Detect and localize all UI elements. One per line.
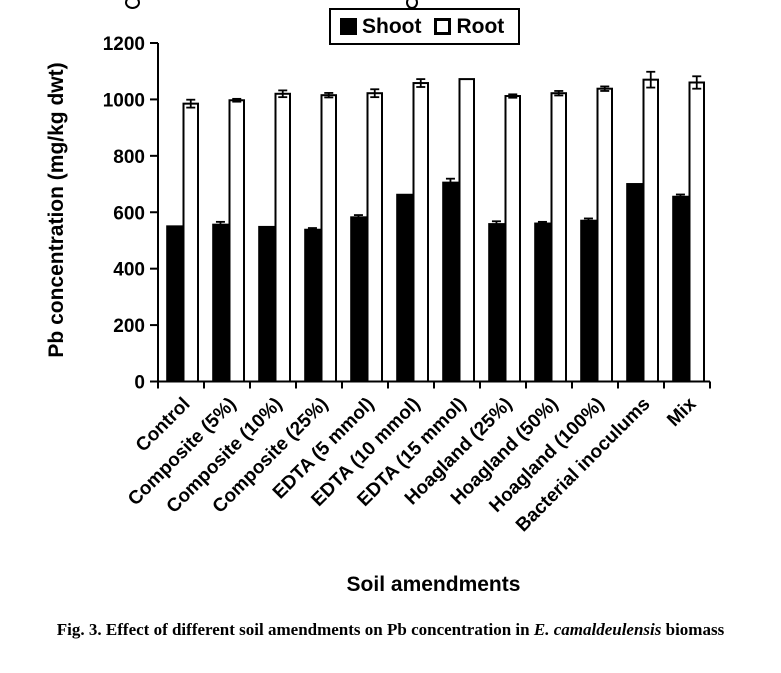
bar-root xyxy=(596,87,613,383)
bar-shoot xyxy=(258,225,275,383)
bar-shoot xyxy=(304,228,321,383)
bar-shoot xyxy=(580,219,597,383)
legend-label-root: Root xyxy=(456,15,505,38)
bar-root xyxy=(504,95,521,383)
error-bar xyxy=(307,227,317,233)
error-bar xyxy=(600,85,610,92)
error-bar xyxy=(186,98,196,109)
bar-root xyxy=(228,99,245,383)
bar-shoot xyxy=(350,216,367,383)
y-tick-label: 200 xyxy=(113,316,145,337)
error-bar xyxy=(215,220,225,229)
y-tick-label: 600 xyxy=(113,203,145,224)
error-bar xyxy=(278,89,288,99)
error-bar xyxy=(416,78,426,88)
caption-suffix: biomass xyxy=(661,620,725,639)
y-tick-label: 0 xyxy=(134,373,145,394)
bar-root xyxy=(366,92,383,383)
bar-shoot xyxy=(442,181,459,383)
error-bar xyxy=(646,70,656,89)
error-bar xyxy=(353,214,363,221)
chart-legend: Shoot Root xyxy=(329,8,520,45)
x-axis-title: Soil amendments xyxy=(346,573,521,596)
error-bar xyxy=(324,92,334,99)
bar-shoot xyxy=(672,195,689,383)
error-bar xyxy=(491,220,501,228)
y-tick-label: 400 xyxy=(113,260,145,281)
error-bar xyxy=(583,217,593,224)
bar-root xyxy=(550,92,567,383)
bar-root xyxy=(458,78,475,383)
bar-root xyxy=(320,94,337,383)
bar-root xyxy=(688,81,705,383)
cropped-text-artifact xyxy=(125,0,140,9)
y-axis-title: Pb concentration (mg/kg dwt) xyxy=(45,62,68,357)
legend-swatch-root xyxy=(434,18,452,35)
bar-shoot xyxy=(212,223,229,383)
bar-root xyxy=(412,82,429,383)
figure-caption: Fig. 3. Effect of different soil amendme… xyxy=(0,620,781,640)
y-tick-label: 800 xyxy=(113,147,145,168)
bar-root xyxy=(642,78,659,383)
caption-species-name: E. camaldeulensis xyxy=(533,620,662,639)
bar-shoot xyxy=(534,222,551,383)
error-bar xyxy=(232,97,242,103)
error-bar xyxy=(537,220,547,227)
error-bar xyxy=(675,193,685,200)
bar-shoot xyxy=(626,183,643,383)
error-bar xyxy=(692,75,702,90)
error-bar xyxy=(554,90,564,97)
bar-root xyxy=(274,92,291,383)
legend-label-shoot: Shoot xyxy=(362,15,422,38)
y-tick-label: 1200 xyxy=(103,34,145,55)
error-bar xyxy=(445,177,455,188)
x-tick-label: Mix xyxy=(663,393,701,431)
error-bar xyxy=(370,88,380,99)
bar-root xyxy=(182,102,199,383)
error-bar xyxy=(508,93,518,99)
bar-shoot xyxy=(396,193,413,383)
bar-shoot xyxy=(166,225,183,383)
bar-shoot xyxy=(488,223,505,383)
legend-swatch-shoot xyxy=(340,18,357,35)
caption-prefix: Fig. 3. Effect of different soil amendme… xyxy=(56,620,534,639)
y-tick-label: 1000 xyxy=(103,90,145,111)
